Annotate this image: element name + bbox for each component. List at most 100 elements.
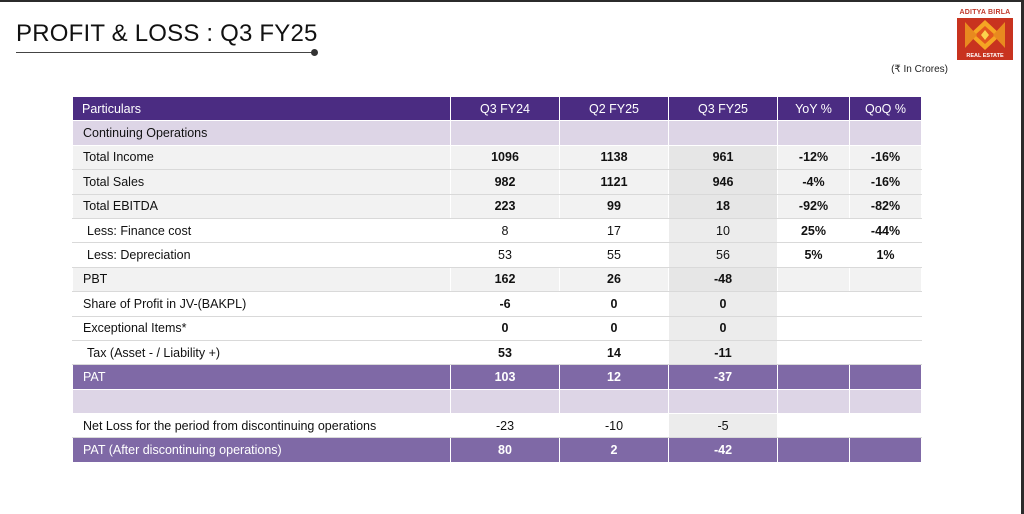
table-row: Less: Finance cost 8 17 10 25% -44% xyxy=(72,217,922,244)
table-row: Share of Profit in JV-(BAKPL) -6 0 0 xyxy=(72,291,922,317)
table-row: Exceptional Items* 0 0 0 xyxy=(72,315,922,341)
header-q2-fy25: Q2 FY25 xyxy=(559,95,669,122)
row-label: Total Income xyxy=(72,144,451,171)
cell-value: -12% xyxy=(777,144,850,171)
cell-value: 53 xyxy=(450,339,560,366)
page-title: PROFIT & LOSS : Q3 FY25 xyxy=(16,20,318,47)
cell-value xyxy=(777,291,850,317)
cell-value: -37 xyxy=(668,364,778,390)
cell-value: -11 xyxy=(668,339,778,366)
cell-value: -92% xyxy=(777,193,850,219)
cell-value: 18 xyxy=(668,193,778,219)
title-underline xyxy=(16,52,314,53)
cell-value: 1096 xyxy=(450,144,560,171)
section-row: Continuing Operations xyxy=(72,120,922,146)
cell-value: -42 xyxy=(668,437,778,463)
cell-value xyxy=(849,315,922,341)
profit-loss-table: Particulars Q3 FY24 Q2 FY25 Q3 FY25 YoY … xyxy=(72,95,922,463)
table-header-row: Particulars Q3 FY24 Q2 FY25 Q3 FY25 YoY … xyxy=(72,95,922,122)
cell-value xyxy=(849,364,922,390)
spacer-row xyxy=(72,388,922,415)
cell-value: 8 xyxy=(450,217,560,244)
title-underline-dot xyxy=(311,49,318,56)
logo-emblem xyxy=(957,18,1013,52)
cell-value: 103 xyxy=(450,364,560,390)
cell-value: -5 xyxy=(668,413,778,439)
row-label: PAT (After discontinuing operations) xyxy=(72,437,451,463)
logo-bottom-text: REAL ESTATE xyxy=(957,52,1013,60)
table-row: Less: Depreciation 53 55 56 5% 1% xyxy=(72,242,922,268)
header-q3-fy25: Q3 FY25 xyxy=(668,95,778,122)
row-label: PAT xyxy=(72,364,451,390)
table-row: Total Income 1096 1138 961 -12% -16% xyxy=(72,144,922,171)
cell-value: 2 xyxy=(559,437,669,463)
cell-value xyxy=(777,266,850,293)
cell-value xyxy=(777,339,850,366)
cell-value: 17 xyxy=(559,217,669,244)
row-label: Tax (Asset - / Liability +) xyxy=(72,339,451,366)
row-label: Share of Profit in JV-(BAKPL) xyxy=(72,291,451,317)
table-row: Total Sales 982 1121 946 -4% -16% xyxy=(72,169,922,195)
cell-value xyxy=(849,437,922,463)
cell-value: 162 xyxy=(450,266,560,293)
cell-value xyxy=(849,413,922,439)
row-label: PBT xyxy=(72,266,451,293)
header-particulars: Particulars xyxy=(72,95,451,122)
row-label: Net Loss for the period from discontinui… xyxy=(72,413,451,439)
discontinued-row: Net Loss for the period from discontinui… xyxy=(72,413,922,439)
row-label: Exceptional Items* xyxy=(72,315,451,341)
header-qoq: QoQ % xyxy=(849,95,922,122)
cell-value: 5% xyxy=(777,242,850,268)
cell-value xyxy=(849,266,922,293)
section-label: Continuing Operations xyxy=(72,120,451,146)
table-row: Tax (Asset - / Liability +) 53 14 -11 xyxy=(72,339,922,366)
cell-value xyxy=(777,315,850,341)
cell-value: -44% xyxy=(849,217,922,244)
row-label: Total Sales xyxy=(72,169,451,195)
cell-value: -6 xyxy=(450,291,560,317)
row-label: Total EBITDA xyxy=(72,193,451,219)
cell-value: 10 xyxy=(668,217,778,244)
cell-value: 80 xyxy=(450,437,560,463)
cell-value xyxy=(849,339,922,366)
logo-top-text: ADITYA BIRLA xyxy=(959,9,1011,16)
unit-note: (₹ In Crores) xyxy=(891,64,948,75)
cell-value: 0 xyxy=(559,315,669,341)
logo-emblem-icon xyxy=(957,18,1013,52)
cell-value: 961 xyxy=(668,144,778,171)
cell-value: 0 xyxy=(450,315,560,341)
cell-value: 55 xyxy=(559,242,669,268)
row-label: Less: Depreciation xyxy=(72,242,451,268)
company-logo: ADITYA BIRLA REAL ESTATE xyxy=(957,8,1013,60)
cell-value: 0 xyxy=(559,291,669,317)
cell-value: 99 xyxy=(559,193,669,219)
frame-right-border xyxy=(1021,0,1024,514)
cell-value: 0 xyxy=(668,291,778,317)
cell-value: -82% xyxy=(849,193,922,219)
cell-value: -4% xyxy=(777,169,850,195)
cell-value: -16% xyxy=(849,144,922,171)
cell-value: 223 xyxy=(450,193,560,219)
cell-value: 1138 xyxy=(559,144,669,171)
cell-value: 53 xyxy=(450,242,560,268)
header-yoy: YoY % xyxy=(777,95,850,122)
cell-value: 56 xyxy=(668,242,778,268)
cell-value xyxy=(777,437,850,463)
row-label: Less: Finance cost xyxy=(72,217,451,244)
table-row: PBT 162 26 -48 xyxy=(72,266,922,293)
frame-top-border xyxy=(0,0,1024,2)
cell-value: -48 xyxy=(668,266,778,293)
table-row: Total EBITDA 223 99 18 -92% -82% xyxy=(72,193,922,219)
cell-value xyxy=(849,291,922,317)
header-q3-fy24: Q3 FY24 xyxy=(450,95,560,122)
cell-value: 946 xyxy=(668,169,778,195)
cell-value: 12 xyxy=(559,364,669,390)
cell-value: 0 xyxy=(668,315,778,341)
cell-value: 1121 xyxy=(559,169,669,195)
cell-value: 26 xyxy=(559,266,669,293)
cell-value: -16% xyxy=(849,169,922,195)
cell-value xyxy=(777,364,850,390)
cell-value: -23 xyxy=(450,413,560,439)
cell-value xyxy=(777,413,850,439)
cell-value: -10 xyxy=(559,413,669,439)
